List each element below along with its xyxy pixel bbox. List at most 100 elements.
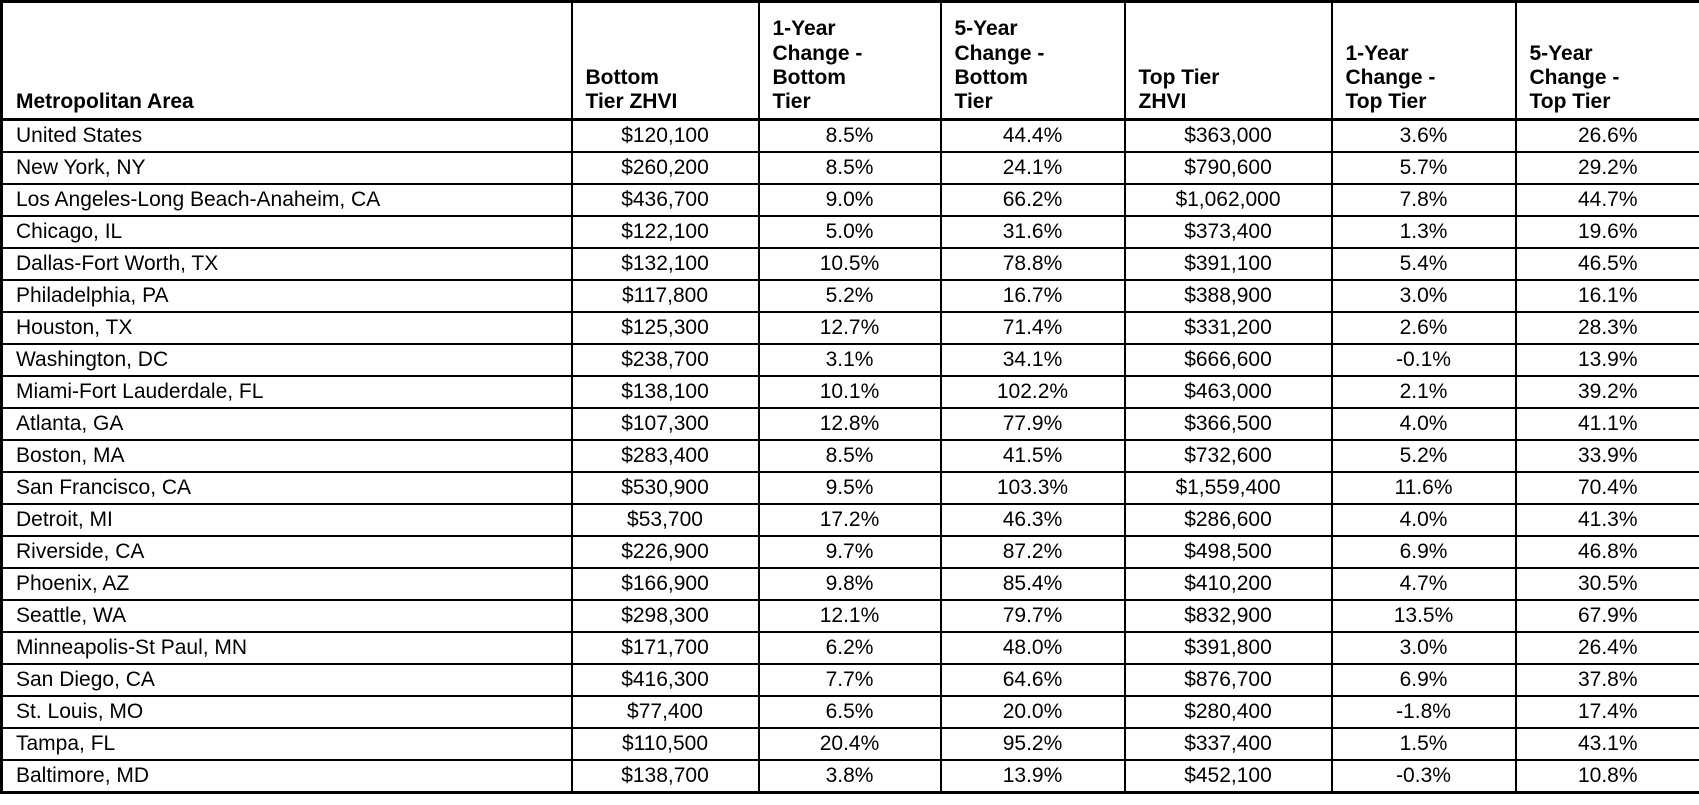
table-row: Detroit, MI $53,700 17.2% 46.3% $286,600 4.0%… xyxy=(0,503,1699,537)
cell-value: $166,900 xyxy=(570,567,760,601)
table-row: Boston, MA $283,400 8.5% 41.5% $732,600 5.2% 3… xyxy=(0,439,1699,473)
column-header-6: 1-Year Change - Top Tier xyxy=(1330,0,1517,121)
cell-value: 12.8% xyxy=(757,407,942,441)
cell-metro-area: Seattle, WA xyxy=(0,599,573,633)
cell-value: 13.9% xyxy=(1514,343,1699,377)
cell-value: $138,100 xyxy=(570,375,760,409)
cell-value: 13.5% xyxy=(1330,599,1517,633)
cell-value: $1,062,000 xyxy=(1123,183,1333,217)
cell-value: 8.5% xyxy=(757,151,942,185)
cell-value: 1.5% xyxy=(1330,727,1517,761)
cell-value: 3.1% xyxy=(757,343,942,377)
cell-value: 10.5% xyxy=(757,247,942,281)
cell-value: $122,100 xyxy=(570,215,760,249)
cell-value: 8.5% xyxy=(757,118,942,153)
table-row: San Diego, CA $416,300 7.7% 64.6% $876,700 6.… xyxy=(0,663,1699,697)
cell-metro-area: Miami-Fort Lauderdale, FL xyxy=(0,375,573,409)
cell-value: $120,100 xyxy=(570,118,760,153)
cell-metro-area: San Diego, CA xyxy=(0,663,573,697)
cell-value: $366,500 xyxy=(1123,407,1333,441)
table-row: Tampa, FL $110,500 20.4% 95.2% $337,400 1.5% 4… xyxy=(0,727,1699,761)
cell-metro-area: Baltimore, MD xyxy=(0,759,573,794)
table-row: New York, NY $260,200 8.5% 24.1% $790,600 5.7… xyxy=(0,151,1699,185)
table-header: Metropolitan Area Bottom Tier ZHVI 1-Year … xyxy=(0,0,1699,121)
cell-value: 39.2% xyxy=(1514,375,1699,409)
cell-value: $53,700 xyxy=(570,503,760,537)
cell-value: 6.9% xyxy=(1330,535,1517,569)
cell-value: 3.6% xyxy=(1330,118,1517,153)
cell-value: 6.9% xyxy=(1330,663,1517,697)
cell-value: $391,800 xyxy=(1123,631,1333,665)
column-header-1: Metropolitan Area xyxy=(0,0,573,121)
cell-value: $125,300 xyxy=(570,311,760,345)
cell-value: $331,200 xyxy=(1123,311,1333,345)
cell-value: 5.0% xyxy=(757,215,942,249)
cell-value: 8.5% xyxy=(757,439,942,473)
cell-metro-area: Chicago, IL xyxy=(0,215,573,249)
cell-value: 9.0% xyxy=(757,183,942,217)
cell-value: $436,700 xyxy=(570,183,760,217)
cell-value: 9.7% xyxy=(757,535,942,569)
cell-value: 4.0% xyxy=(1330,407,1517,441)
header-row: Metropolitan Area Bottom Tier ZHVI 1-Year … xyxy=(0,0,1699,121)
cell-metro-area: Tampa, FL xyxy=(0,727,573,761)
cell-value: 17.4% xyxy=(1514,695,1699,729)
cell-value: 2.1% xyxy=(1330,375,1517,409)
cell-value: 20.0% xyxy=(939,695,1126,729)
cell-value: -1.8% xyxy=(1330,695,1517,729)
cell-value: $138,700 xyxy=(570,759,760,794)
cell-value: $463,000 xyxy=(1123,375,1333,409)
table-row: Riverside, CA $226,900 9.7% 87.2% $498,500 6.… xyxy=(0,535,1699,569)
cell-value: 34.1% xyxy=(939,343,1126,377)
cell-value: 102.2% xyxy=(939,375,1126,409)
cell-value: $876,700 xyxy=(1123,663,1333,697)
cell-value: 46.8% xyxy=(1514,535,1699,569)
cell-value: 26.6% xyxy=(1514,118,1699,153)
cell-value: 46.3% xyxy=(939,503,1126,537)
cell-value: $77,400 xyxy=(570,695,760,729)
cell-value: 12.7% xyxy=(757,311,942,345)
column-header-2: Bottom Tier ZHVI xyxy=(570,0,760,121)
cell-value: 6.2% xyxy=(757,631,942,665)
cell-value: 7.7% xyxy=(757,663,942,697)
cell-value: 20.4% xyxy=(757,727,942,761)
table-row: San Francisco, CA $530,900 9.5% 103.3% $1,55… xyxy=(0,471,1699,505)
cell-value: 33.9% xyxy=(1514,439,1699,473)
cell-value: $410,200 xyxy=(1123,567,1333,601)
cell-value: 19.6% xyxy=(1514,215,1699,249)
cell-value: $260,200 xyxy=(570,151,760,185)
cell-value: 29.2% xyxy=(1514,151,1699,185)
cell-value: 10.8% xyxy=(1514,759,1699,794)
cell-value: $530,900 xyxy=(570,471,760,505)
cell-value: 11.6% xyxy=(1330,471,1517,505)
column-header-7: 5-Year Change - Top Tier xyxy=(1514,0,1699,121)
cell-metro-area: Houston, TX xyxy=(0,311,573,345)
cell-value: 24.1% xyxy=(939,151,1126,185)
cell-value: 44.4% xyxy=(939,118,1126,153)
cell-metro-area: Minneapolis-St Paul, MN xyxy=(0,631,573,665)
cell-value: 79.7% xyxy=(939,599,1126,633)
cell-value: 5.2% xyxy=(757,279,942,313)
cell-value: 64.6% xyxy=(939,663,1126,697)
table-row: Baltimore, MD $138,700 3.8% 13.9% $452,100 -0… xyxy=(0,759,1699,794)
cell-value: $416,300 xyxy=(570,663,760,697)
cell-value: $280,400 xyxy=(1123,695,1333,729)
cell-value: 31.6% xyxy=(939,215,1126,249)
cell-value: 5.7% xyxy=(1330,151,1517,185)
cell-value: 4.7% xyxy=(1330,567,1517,601)
cell-metro-area: St. Louis, MO xyxy=(0,695,573,729)
cell-value: 43.1% xyxy=(1514,727,1699,761)
cell-value: 87.2% xyxy=(939,535,1126,569)
cell-value: 30.5% xyxy=(1514,567,1699,601)
cell-value: 44.7% xyxy=(1514,183,1699,217)
cell-metro-area: Riverside, CA xyxy=(0,535,573,569)
cell-metro-area: Washington, DC xyxy=(0,343,573,377)
cell-metro-area: San Francisco, CA xyxy=(0,471,573,505)
cell-metro-area: Dallas-Fort Worth, TX xyxy=(0,247,573,281)
cell-value: 12.1% xyxy=(757,599,942,633)
cell-value: 1.3% xyxy=(1330,215,1517,249)
cell-metro-area: Phoenix, AZ xyxy=(0,567,573,601)
cell-value: 70.4% xyxy=(1514,471,1699,505)
cell-value: $171,700 xyxy=(570,631,760,665)
table-row: Washington, DC $238,700 3.1% 34.1% $666,600-… xyxy=(0,343,1699,377)
